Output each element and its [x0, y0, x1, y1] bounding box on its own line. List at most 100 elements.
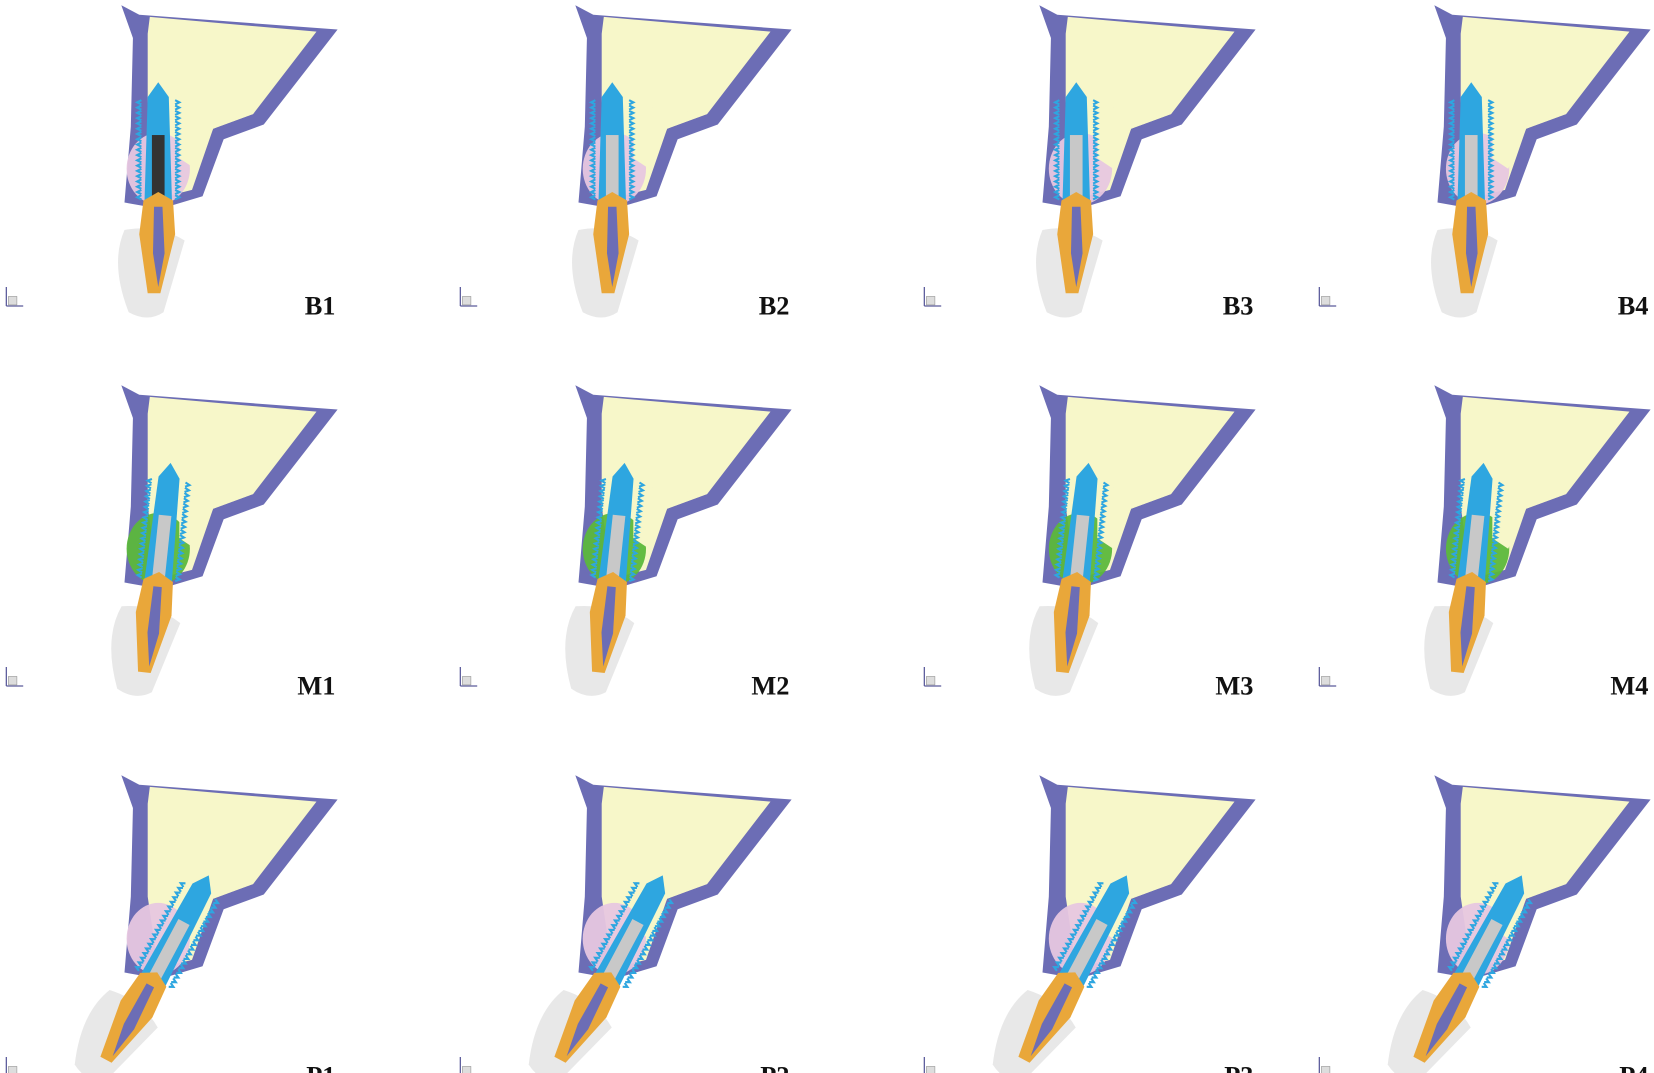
implant-assembly	[1029, 462, 1110, 696]
crown-core	[1030, 983, 1073, 1057]
implant-threads	[1053, 478, 1110, 583]
panel: P3	[923, 775, 1256, 1073]
implant-assembly	[118, 82, 185, 318]
implant-assembly	[1036, 82, 1103, 318]
panel: M3	[923, 385, 1256, 700]
panel-label: M1	[297, 671, 335, 700]
panel-label: B1	[305, 291, 336, 320]
screw	[1460, 919, 1503, 983]
screw	[601, 919, 644, 983]
implant-assembly	[1424, 462, 1505, 696]
implant-threads	[588, 882, 675, 988]
axis-icon-box	[462, 676, 472, 686]
implant-assembly	[992, 875, 1139, 1073]
screw	[147, 919, 190, 983]
screw	[1069, 135, 1083, 201]
crown-core	[1070, 206, 1083, 287]
panel-label: B4	[1618, 291, 1649, 320]
implant-threads	[135, 478, 192, 583]
implant-threads	[589, 478, 646, 583]
axis-icon-box	[926, 676, 936, 686]
screw	[605, 514, 626, 582]
screw	[1464, 514, 1485, 582]
screw	[151, 135, 165, 201]
panel-label: M2	[751, 671, 789, 700]
crown-core	[606, 206, 619, 287]
axis-icon	[923, 666, 942, 687]
implant-threads	[588, 99, 636, 201]
implant-assembly	[1431, 82, 1498, 318]
crown-core	[601, 586, 616, 667]
crown-core	[1425, 983, 1468, 1057]
panel: B4	[1318, 5, 1651, 320]
cancellous-bone	[179, 485, 254, 549]
crown-core	[112, 983, 155, 1057]
panel: M2	[459, 385, 792, 700]
implant-threads	[134, 882, 221, 988]
implant-assembly	[565, 462, 646, 696]
panel: P4	[1318, 775, 1651, 1073]
axis-icon-box	[926, 296, 936, 306]
axis-icon	[1318, 666, 1337, 687]
implant-threads	[1448, 478, 1505, 583]
axis-icon-box	[8, 296, 18, 306]
screw	[605, 135, 619, 201]
panel-label: B3	[1223, 291, 1254, 320]
axis-icon	[1318, 286, 1337, 307]
axis-icon	[923, 286, 942, 307]
cancellous-bone	[1492, 105, 1567, 169]
axis-icon	[5, 666, 24, 687]
panel-label: P3	[1224, 1061, 1253, 1073]
axis-icon	[459, 666, 478, 687]
implant-assembly	[1387, 875, 1534, 1073]
cancellous-bone	[179, 105, 254, 169]
panel: P2	[459, 775, 792, 1073]
cancellous-bone	[1492, 485, 1567, 549]
implant-assembly	[111, 462, 192, 696]
panel-label: M4	[1610, 671, 1648, 700]
panel-label: B2	[759, 291, 790, 320]
implant-assembly	[528, 875, 675, 1073]
cancellous-bone	[633, 105, 708, 169]
axis-icon	[5, 286, 24, 307]
panel: P1	[5, 775, 338, 1073]
screw	[1069, 514, 1090, 582]
implant-threads	[1052, 99, 1100, 201]
panel-label: P4	[1619, 1061, 1648, 1073]
implant-assembly	[572, 82, 639, 318]
panel-label: P1	[306, 1061, 335, 1073]
crown-core	[147, 586, 162, 667]
cancellous-bone	[1097, 105, 1172, 169]
crown-core	[152, 206, 165, 287]
panel: B2	[459, 5, 792, 320]
crown-core	[566, 983, 609, 1057]
axis-icon-box	[8, 676, 18, 686]
panel: M1	[5, 385, 338, 700]
axis-icon-box	[1321, 296, 1331, 306]
axis-icon-box	[1321, 676, 1331, 686]
panel: B1	[5, 5, 338, 320]
implant-threads	[134, 99, 182, 201]
screw	[1065, 919, 1108, 983]
crown-core	[1465, 206, 1478, 287]
axis-icon	[459, 286, 478, 307]
screw	[151, 514, 172, 582]
panel: B3	[923, 5, 1256, 320]
axis-icon-box	[1321, 1066, 1331, 1073]
screw	[1464, 135, 1478, 201]
implant-threads	[1447, 882, 1534, 988]
panel-label: P2	[760, 1061, 789, 1073]
panel-label: M3	[1215, 671, 1253, 700]
panel: M4	[1318, 385, 1651, 700]
axis-icon-box	[926, 1066, 936, 1073]
axis-icon-box	[462, 1066, 472, 1073]
implant-threads	[1052, 882, 1139, 988]
implant-threads	[1447, 99, 1495, 201]
axis-icon-box	[462, 296, 472, 306]
crown-core	[1460, 586, 1475, 667]
implant-assembly	[74, 875, 221, 1073]
cancellous-bone	[633, 485, 708, 549]
cancellous-bone	[1097, 485, 1172, 549]
